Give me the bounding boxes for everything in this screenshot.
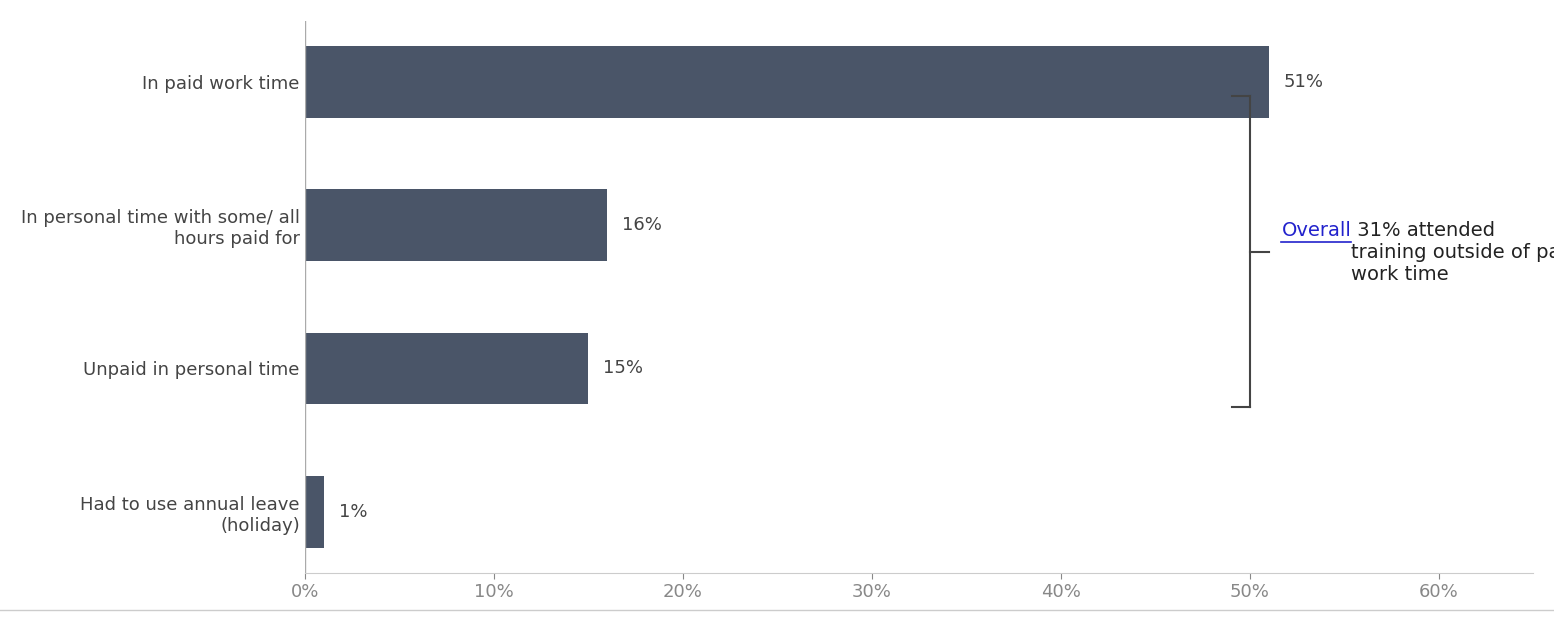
Text: 31% attended
training outside of paid
work time: 31% attended training outside of paid wo… xyxy=(1352,221,1554,284)
Bar xyxy=(305,333,587,404)
Text: Overall: Overall xyxy=(1282,221,1352,240)
Text: 1%: 1% xyxy=(339,503,367,521)
Bar xyxy=(305,189,608,261)
Text: 15%: 15% xyxy=(603,360,643,378)
Bar xyxy=(305,46,1268,118)
Text: 51%: 51% xyxy=(1284,73,1324,91)
Text: 16%: 16% xyxy=(622,216,662,234)
Bar xyxy=(305,476,323,547)
